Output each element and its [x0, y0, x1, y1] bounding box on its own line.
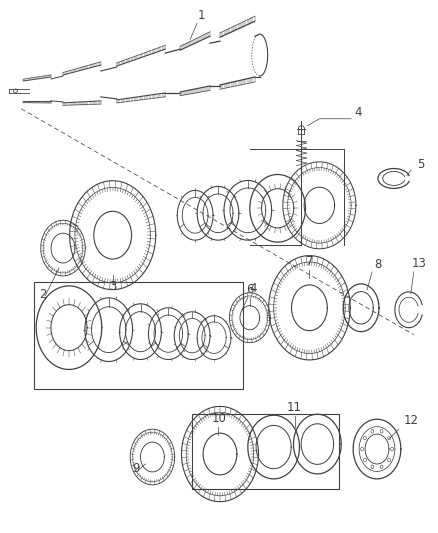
Text: 10: 10: [212, 412, 227, 425]
Text: 2: 2: [39, 288, 47, 301]
Bar: [192, 414, 339, 489]
Text: 4: 4: [250, 282, 257, 295]
Text: 3: 3: [109, 280, 117, 293]
Text: 6: 6: [246, 283, 254, 296]
Text: 12: 12: [404, 414, 419, 427]
Text: 4: 4: [354, 106, 362, 119]
Text: 13: 13: [412, 257, 427, 270]
Text: 11: 11: [287, 401, 302, 414]
Text: 1: 1: [198, 9, 205, 22]
Text: 5: 5: [417, 158, 424, 171]
Text: 9: 9: [133, 462, 140, 475]
Bar: [34, 282, 243, 389]
Text: 8: 8: [374, 258, 381, 271]
Text: 7: 7: [306, 255, 313, 268]
